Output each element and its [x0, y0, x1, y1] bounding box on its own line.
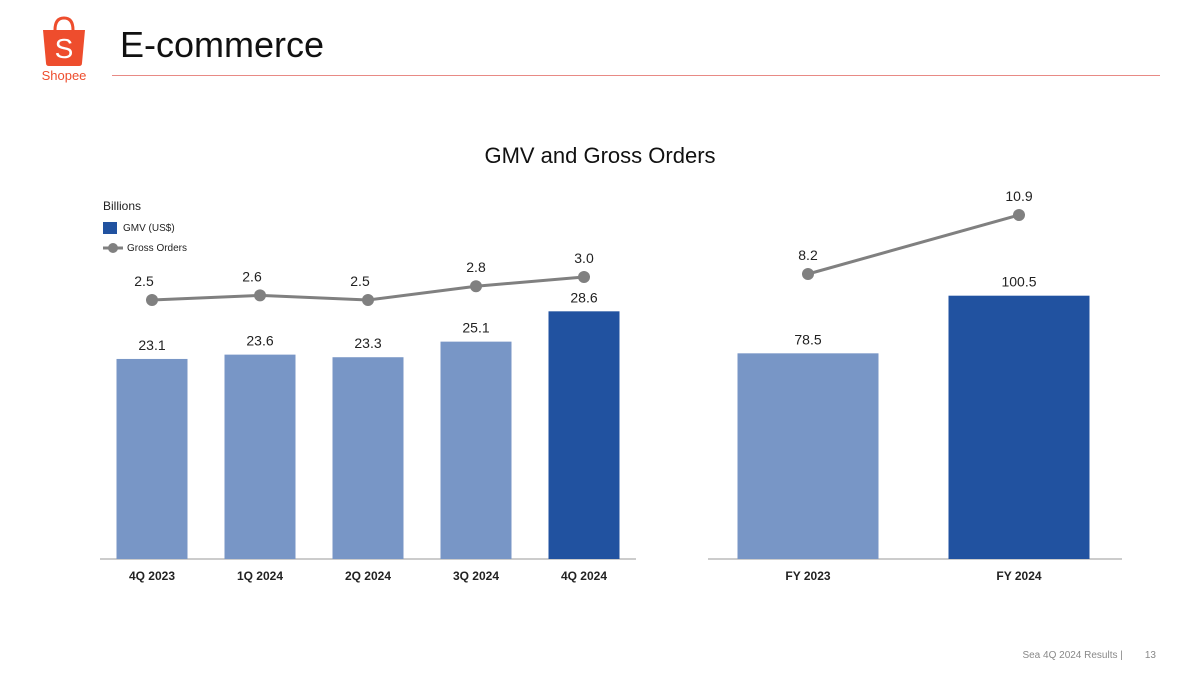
data-label-gmv: 100.5 — [1001, 274, 1036, 290]
data-label-gross-orders: 2.5 — [134, 273, 154, 289]
shopee-logo: S Shopee — [42, 16, 87, 83]
data-label-gross-orders: 2.6 — [242, 268, 262, 284]
bar-gmv — [548, 311, 620, 559]
bar-gmv — [116, 358, 188, 559]
legend-label-orders: Gross Orders — [127, 242, 188, 254]
legend-swatch-gmv — [103, 222, 117, 234]
x-tick-label: FY 2024 — [996, 569, 1041, 583]
x-tick-label: FY 2023 — [785, 569, 830, 583]
data-label-gross-orders: 3.0 — [574, 250, 594, 266]
bar-gmv — [737, 353, 879, 559]
point-gross-orders — [146, 294, 158, 306]
bar-gmv — [948, 295, 1090, 559]
bar-gmv — [440, 341, 512, 559]
data-label-gross-orders: 10.9 — [1005, 188, 1032, 204]
point-gross-orders — [802, 268, 814, 280]
legend-label-gmv: GMV (US$) — [123, 222, 175, 234]
chart-title: GMV and Gross Orders — [484, 143, 716, 168]
data-label-gmv: 25.1 — [462, 320, 489, 336]
svg-text:Shopee: Shopee — [42, 68, 87, 83]
bar-gmv — [224, 354, 296, 559]
page-title: E-commerce — [120, 24, 325, 65]
point-gross-orders — [254, 289, 266, 302]
data-label-gmv: 23.6 — [246, 333, 273, 349]
legend-item-gmv: GMV (US$) — [103, 218, 187, 238]
line-gross-orders — [807, 213, 1020, 276]
x-tick-label: 4Q 2024 — [561, 569, 607, 583]
page-number: 13 — [1144, 650, 1156, 661]
legend-item-orders: Gross Orders — [103, 238, 187, 258]
data-label-gmv: 23.1 — [138, 337, 165, 353]
x-tick-label: 4Q 2023 — [129, 569, 175, 583]
svg-text:S: S — [55, 33, 74, 64]
title-divider — [112, 75, 1160, 76]
bar-gmv — [332, 357, 404, 559]
data-label-gross-orders: 2.5 — [350, 273, 370, 289]
legend: Billions GMV (US$) Gross Orders — [103, 199, 187, 258]
point-gross-orders — [470, 280, 482, 293]
data-label-gmv: 28.6 — [570, 289, 597, 305]
unit-label: Billions — [103, 199, 142, 213]
footer-text: Sea 4Q 2024 Results | — [1022, 650, 1123, 661]
point-gross-orders — [578, 271, 590, 283]
x-tick-label: 1Q 2024 — [237, 569, 283, 583]
point-gross-orders — [362, 294, 374, 306]
data-label-gmv: 78.5 — [794, 331, 821, 347]
footer: Sea 4Q 2024 Results | 13 — [1000, 650, 1156, 661]
data-label-gross-orders: 8.2 — [798, 247, 818, 263]
point-gross-orders — [1013, 209, 1025, 222]
x-tick-label: 2Q 2024 — [345, 569, 391, 583]
legend-swatch-orders — [103, 243, 123, 253]
data-label-gmv: 23.3 — [354, 335, 381, 351]
data-label-gross-orders: 2.8 — [466, 259, 486, 275]
x-tick-label: 3Q 2024 — [453, 569, 499, 583]
